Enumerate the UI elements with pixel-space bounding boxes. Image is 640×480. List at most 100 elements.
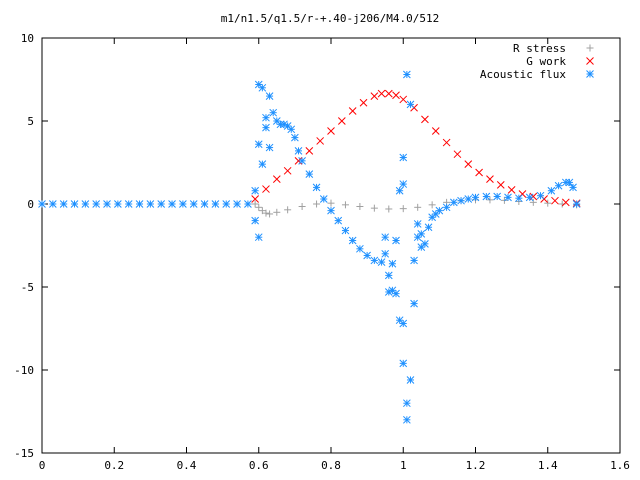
data-point xyxy=(392,91,400,100)
data-point xyxy=(316,137,325,145)
data-point xyxy=(399,180,408,188)
y-tick-label: -5 xyxy=(21,281,34,294)
data-point xyxy=(381,233,390,242)
data-point xyxy=(377,89,386,98)
data-point xyxy=(284,206,292,214)
data-point xyxy=(327,206,335,215)
y-tick-label: 10 xyxy=(21,32,34,45)
plot-border xyxy=(41,37,621,454)
data-point xyxy=(457,196,465,205)
series-layer xyxy=(38,70,581,424)
data-point xyxy=(392,289,400,298)
data-point xyxy=(514,194,523,203)
data-point xyxy=(179,200,187,208)
data-point xyxy=(572,200,581,208)
data-point xyxy=(305,170,314,178)
data-point xyxy=(348,236,357,245)
x-tick-label: 0.8 xyxy=(321,459,341,472)
data-point xyxy=(262,209,270,217)
data-point xyxy=(103,200,111,208)
data-point xyxy=(334,216,343,225)
data-point xyxy=(403,70,411,79)
data-point xyxy=(341,226,350,235)
data-point xyxy=(399,153,408,162)
y-tick-label: -15 xyxy=(14,447,34,460)
data-point xyxy=(507,186,516,194)
data-point xyxy=(377,258,386,266)
y-tick-label: -10 xyxy=(14,364,34,377)
data-point xyxy=(265,143,274,152)
legend-label: R stress xyxy=(513,42,566,55)
data-point xyxy=(251,195,259,203)
data-point xyxy=(471,193,480,202)
data-point xyxy=(421,115,429,124)
data-point xyxy=(442,138,451,147)
data-point xyxy=(561,198,570,207)
data-point xyxy=(298,156,306,165)
data-point xyxy=(327,199,335,207)
data-point xyxy=(327,127,335,135)
data-point xyxy=(273,208,281,216)
data-point xyxy=(486,175,494,183)
x-tick-label: 0.2 xyxy=(104,459,124,472)
x-tick-label: 1.2 xyxy=(466,459,486,472)
data-point xyxy=(269,108,278,117)
data-point xyxy=(287,125,296,134)
data-point xyxy=(435,206,444,215)
legend-label: Acoustic flux xyxy=(480,68,566,81)
x-axis: 0 0.2 0.4 0.6 0.8 1 1.2 1.4 1.6 xyxy=(39,38,630,472)
data-point xyxy=(258,207,266,215)
data-point xyxy=(370,256,379,265)
data-point xyxy=(403,415,411,424)
data-point xyxy=(493,192,502,201)
data-point xyxy=(254,233,263,242)
data-point xyxy=(384,89,393,98)
data-point xyxy=(291,133,299,142)
data-point xyxy=(395,186,404,195)
data-point xyxy=(135,200,144,208)
data-point xyxy=(529,198,537,206)
data-point xyxy=(258,83,267,92)
data-point xyxy=(70,200,79,208)
data-point xyxy=(431,127,440,135)
data-point xyxy=(244,200,252,208)
data-point xyxy=(414,203,422,211)
y-axis: 10 5 0 -5 -10 -15 xyxy=(14,32,620,460)
data-point xyxy=(399,95,408,104)
data-point xyxy=(381,249,390,258)
data-point xyxy=(403,399,411,408)
data-point xyxy=(363,251,371,260)
data-point xyxy=(294,156,303,165)
data-point xyxy=(59,200,68,208)
data-point xyxy=(356,202,364,210)
data-point xyxy=(449,198,458,207)
data-point xyxy=(464,160,473,169)
data-point xyxy=(255,203,263,211)
legend-marker xyxy=(586,44,594,52)
data-point xyxy=(453,150,462,159)
data-point xyxy=(81,200,90,208)
data-point xyxy=(370,92,379,100)
data-point xyxy=(251,216,259,225)
x-tick-label: 0.6 xyxy=(249,459,269,472)
data-point xyxy=(298,202,306,210)
data-point xyxy=(341,201,349,209)
data-point xyxy=(565,178,574,187)
data-point xyxy=(424,223,433,232)
data-point xyxy=(410,256,418,265)
data-point xyxy=(168,200,176,208)
data-point xyxy=(38,200,46,208)
data-point xyxy=(421,239,429,248)
x-tick-label: 1.6 xyxy=(610,459,630,472)
data-point xyxy=(504,193,512,202)
data-point xyxy=(359,98,368,107)
data-point xyxy=(417,230,426,238)
data-point xyxy=(124,200,133,208)
data-point xyxy=(319,195,328,203)
legend-marker xyxy=(586,57,594,65)
data-point xyxy=(482,192,491,201)
data-point xyxy=(551,196,559,205)
data-point xyxy=(406,376,415,384)
